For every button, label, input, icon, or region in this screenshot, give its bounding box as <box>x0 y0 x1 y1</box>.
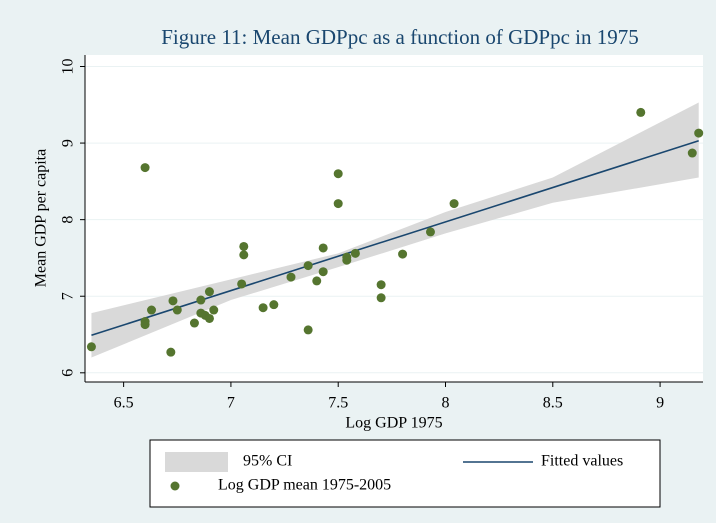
legend-label: 95% CI <box>243 453 292 470</box>
scatter-point <box>239 250 249 260</box>
y-tick-label: 9 <box>60 139 77 147</box>
scatter-point <box>376 280 386 290</box>
x-tick-label: 8.5 <box>543 395 563 412</box>
scatter-point <box>168 296 178 306</box>
y-axis-label: Mean GDP per capita <box>33 149 50 287</box>
y-tick-label: 7 <box>60 292 77 300</box>
scatter-point <box>425 227 435 237</box>
scatter-point <box>172 305 182 315</box>
scatter-point <box>449 199 459 209</box>
scatter-point <box>318 243 328 253</box>
x-tick-label: 6.5 <box>114 395 134 412</box>
legend-swatch <box>165 452 228 472</box>
x-tick-label: 7.5 <box>328 395 348 412</box>
scatter-point <box>312 276 322 286</box>
scatter-point <box>258 303 268 313</box>
scatter-point <box>209 305 219 315</box>
x-tick-label: 7 <box>227 395 235 412</box>
scatter-point <box>636 107 646 117</box>
scatter-point <box>687 148 697 158</box>
scatter-point <box>239 241 249 251</box>
scatter-point <box>376 293 386 303</box>
scatter-point <box>196 295 206 305</box>
plot-area <box>85 55 703 382</box>
scatter-point <box>303 325 313 335</box>
legend <box>149 439 661 508</box>
y-tick-label: 8 <box>60 216 77 224</box>
legend-label: Fitted values <box>541 453 623 470</box>
x-tick-label: 9 <box>656 395 664 412</box>
scatter-point <box>333 169 343 179</box>
x-axis-label: Log GDP 1975 <box>345 415 442 432</box>
fitted-line <box>91 140 699 337</box>
y-tick-label: 6 <box>60 369 77 377</box>
x-tick-label: 8 <box>442 395 450 412</box>
scatter-point <box>333 199 343 209</box>
scatter-point <box>189 318 199 328</box>
scatter-point <box>342 255 352 265</box>
scatter-point <box>140 163 150 173</box>
y-tick-label: 10 <box>60 58 77 74</box>
scatter-point <box>318 267 328 277</box>
scatter-point <box>398 249 408 259</box>
scatter-point <box>269 300 279 310</box>
legend-swatch <box>170 481 180 491</box>
scatter-point <box>86 342 96 352</box>
scatter-point <box>694 128 704 138</box>
chart-title: Figure 11: Mean GDPpc as a function of G… <box>161 25 638 49</box>
scatter-point <box>166 347 176 357</box>
scatter-point <box>237 279 247 289</box>
legend-label: Log GDP mean 1975-2005 <box>218 477 391 494</box>
scatter-point <box>147 305 157 315</box>
scatter-point <box>140 320 150 330</box>
scatter-point <box>350 248 360 258</box>
scatter-point <box>204 287 214 297</box>
scatter-point <box>286 272 296 282</box>
scatter-point <box>303 261 313 271</box>
scatter-point <box>204 313 214 323</box>
confidence-band <box>91 102 699 358</box>
